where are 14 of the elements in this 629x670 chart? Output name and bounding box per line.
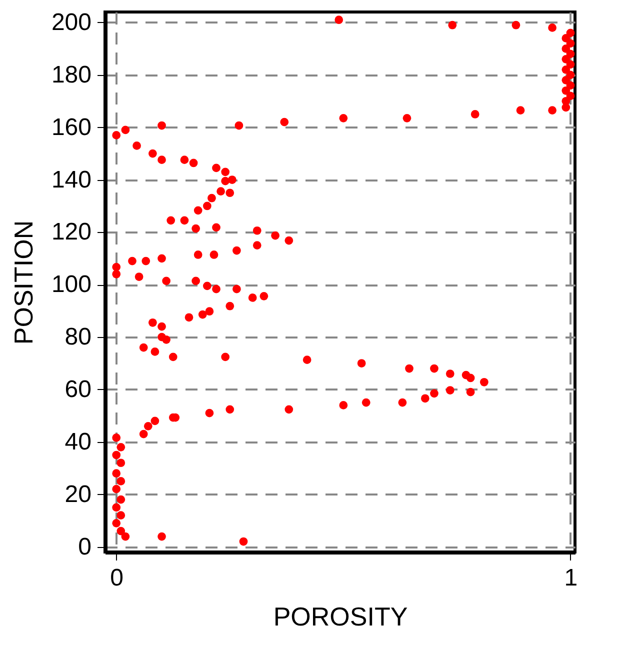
y-tick-label: 120 xyxy=(51,218,92,246)
y-tick-label: 0 xyxy=(78,533,92,560)
y-tick-label: 20 xyxy=(64,480,92,508)
y-tick-label: 80 xyxy=(64,324,92,351)
y-tick-label: 100 xyxy=(51,271,92,298)
y-axis-title: POSITION xyxy=(8,220,38,345)
y-tick-label: 60 xyxy=(64,376,92,403)
y-tick-label: 140 xyxy=(51,166,92,194)
x-axis-title: POROSITY xyxy=(273,602,408,632)
y-tick-label: 200 xyxy=(51,8,92,36)
x-tick-label: 1 xyxy=(564,564,578,592)
y-tick-label: 40 xyxy=(64,428,92,456)
y-tick-label: 180 xyxy=(51,61,92,88)
y-tick-label: 160 xyxy=(51,114,92,141)
